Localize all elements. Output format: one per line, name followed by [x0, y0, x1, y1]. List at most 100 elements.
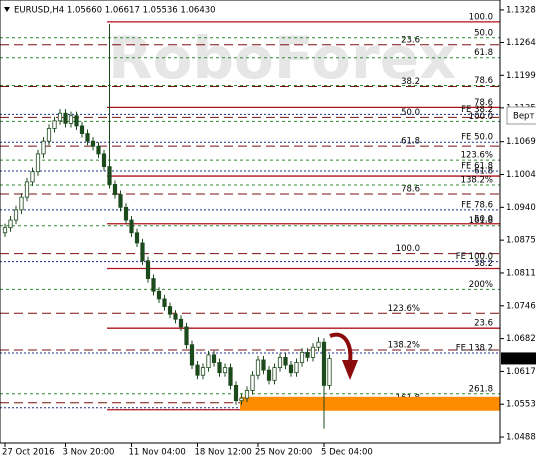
candle-body	[52, 120, 57, 129]
candle-body	[189, 344, 195, 366]
candle-body	[96, 145, 101, 155]
x-tick-label: 11 Nov 04:00	[129, 448, 186, 458]
candle-body	[68, 115, 74, 124]
candle-body	[272, 367, 277, 381]
y-tick-label: 1.10045	[506, 170, 536, 180]
candle-body	[24, 181, 30, 198]
candle-body	[294, 362, 299, 374]
candle-body	[261, 359, 266, 371]
candle-body	[35, 153, 41, 173]
candle-body	[266, 369, 272, 381]
fibo-label: 38.2	[401, 77, 420, 87]
candle-body	[123, 206, 129, 221]
candle-body	[101, 153, 107, 168]
fibo-label: FE 78.6	[461, 200, 493, 210]
fibo-label: 23.6	[474, 319, 493, 329]
candle-body	[140, 242, 145, 262]
candle-body	[79, 125, 85, 134]
fibo-label: 78.6	[474, 98, 493, 108]
candle-body	[239, 397, 244, 402]
fibo-label: 78.6	[474, 76, 493, 86]
side-button[interactable]	[506, 106, 536, 125]
candle-body	[118, 194, 123, 208]
candle-body	[156, 290, 162, 300]
candle-body	[299, 351, 305, 363]
fibo-label: 50.0	[474, 28, 493, 38]
candle-body	[316, 341, 321, 348]
axes: 27 Oct 2016 3 Nov 20:00 11 Nov 04:00 18 Nov…	[2, 5, 536, 458]
fibo-label: 23.6	[401, 35, 420, 45]
fibo-label: 161.8	[469, 216, 493, 226]
candle-body	[112, 184, 118, 196]
fibo-label: FE 50.0	[461, 133, 493, 143]
candle-body	[310, 346, 316, 358]
levels: 100.078.661.850.038.223.60.023.638.250.0…	[0, 12, 500, 411]
candle-body	[305, 351, 310, 358]
candle-body	[41, 140, 46, 155]
fibo-label: 200%	[469, 280, 493, 290]
fibo-label: FE 100.0	[456, 252, 493, 262]
fibo-label: 100.0	[469, 12, 493, 22]
last-price-tag	[501, 352, 536, 365]
candle-body	[321, 341, 327, 386]
fibo-label: 50.0	[401, 108, 420, 118]
fibo-label: 78.6	[401, 184, 420, 194]
fibo-label: 138.2%	[388, 341, 420, 351]
candle-body	[277, 357, 283, 368]
fibo-label: 261.8	[469, 384, 493, 394]
candle-body	[167, 306, 173, 315]
candle-body	[211, 354, 217, 363]
forecast-arrow-head	[342, 360, 358, 380]
candle-body	[74, 115, 79, 127]
forecast-arrow	[329, 332, 353, 363]
fibo-label: 100.0	[469, 112, 493, 122]
candle-body	[195, 364, 200, 376]
fibo-label: 50.0	[474, 214, 493, 224]
y-tick-label: 1.09400	[506, 203, 536, 213]
candle-body	[288, 364, 294, 374]
y-tick-label: 1.08755	[506, 236, 536, 246]
fibo-label: 61.8	[474, 167, 493, 177]
candle-body	[222, 367, 228, 374]
y-tick-label: 1.06820	[506, 334, 536, 344]
y-tick-label: 1.06175	[506, 367, 536, 377]
candles	[2, 24, 332, 429]
y-tick-label: 1.04885	[506, 433, 536, 443]
candle-body	[244, 390, 250, 399]
candle-body	[2, 227, 8, 234]
candle-body	[255, 359, 261, 376]
fibo-label: FE 38.2	[461, 105, 493, 115]
y-tick-label: 1.07465	[506, 301, 536, 311]
y-tick-label: 1.10690	[506, 137, 536, 147]
x-tick-label: 25 Nov 20:00	[255, 448, 312, 458]
fibo-label: 61.8	[401, 137, 420, 147]
candle-body	[327, 358, 332, 386]
fibo-label: 123.6%	[388, 304, 420, 314]
candle-body	[107, 166, 112, 185]
candle-body	[206, 354, 211, 368]
fibo-label: 61.8	[474, 48, 493, 58]
fibo-label: FE 138.2	[456, 344, 493, 354]
candle-body	[184, 326, 189, 346]
side-button-label[interactable]: Верт	[513, 112, 534, 122]
x-tick-label: 3 Nov 20:00	[63, 448, 115, 458]
x-tick-label: 5 Dec 04:00	[321, 448, 373, 458]
y-tick-label: 1.12640	[506, 38, 536, 48]
fibo-label: 38.2	[474, 259, 493, 269]
x-tick-label: 18 Nov 12:00	[195, 448, 252, 458]
last-price-label: 1.06430	[504, 354, 536, 364]
candle-body	[178, 318, 184, 328]
fibo-label: 100.0	[396, 244, 420, 254]
target-zone	[240, 396, 500, 411]
candle-body	[19, 196, 24, 211]
dropdown-icon	[4, 7, 10, 12]
candle-body	[145, 260, 151, 279]
candle-body	[13, 209, 19, 221]
candle-body	[46, 128, 52, 142]
candle-body	[129, 219, 134, 234]
y-tick-label: 1.05530	[506, 400, 536, 410]
fibo-label: 138.2%	[461, 175, 493, 185]
